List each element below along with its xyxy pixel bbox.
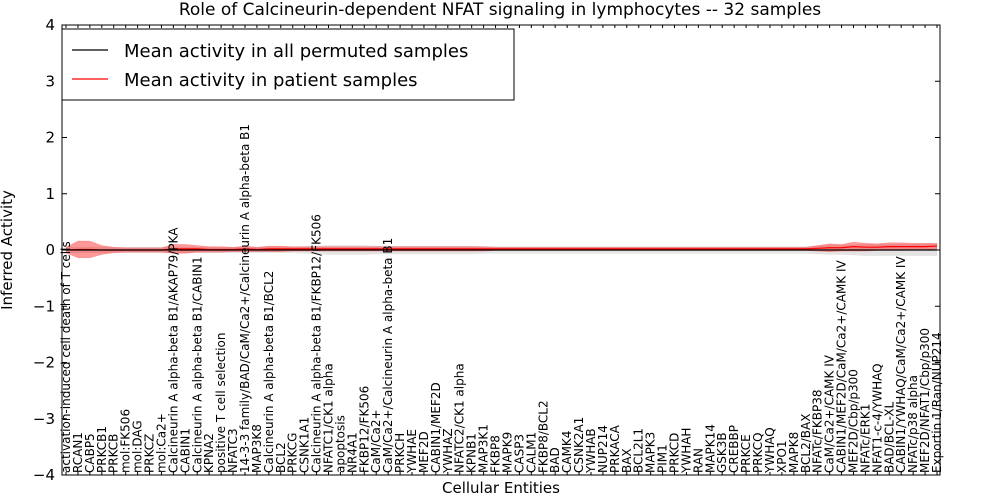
x-tick-label: CABIN1 xyxy=(178,428,192,473)
x-tick-label: CaM/Ca2+/Calcineurin A alpha-beta B1 xyxy=(381,238,395,473)
x-tick-label: YWHAB xyxy=(584,428,598,474)
x-tick-label: activation-induced cell death of T cells xyxy=(59,241,73,473)
x-tick-label: RCAN1 xyxy=(71,432,85,473)
x-tick-label: Exportin 1/Ran/NUP214 xyxy=(930,332,944,473)
x-tick-label: FKBP8 xyxy=(489,435,503,473)
x-tick-label: GSK3B xyxy=(715,432,729,473)
x-tick-label: PRKCD xyxy=(668,433,682,473)
x-tick-label: PRKCB1 xyxy=(95,426,109,473)
y-tick-label: −4 xyxy=(33,466,55,484)
x-tick-label: CASP3 xyxy=(512,434,526,473)
x-tick-label: MAP3K8 xyxy=(250,424,264,473)
y-tick-label: 3 xyxy=(45,72,55,90)
x-tick-label: CABIN1/MEF2D/CaM/Ca2+/CAMK IV xyxy=(835,259,849,473)
x-tick-label: BCL2L1 xyxy=(632,428,646,473)
legend: Mean activity in all permuted samples Me… xyxy=(61,28,515,101)
x-tick-label: BCL2/BAX xyxy=(799,414,813,473)
y-tick-label: −3 xyxy=(33,410,55,428)
x-tick-label: PRKACA xyxy=(608,424,622,473)
x-tick-label: KPNB1 xyxy=(465,433,479,473)
x-tick-label: BAX xyxy=(620,448,634,473)
x-tick-label: NUP214 xyxy=(596,425,610,473)
x-tick-label: PRKCQ xyxy=(751,432,765,473)
y-tick-label: 0 xyxy=(45,241,55,259)
y-tick-label: −1 xyxy=(33,297,55,315)
x-tick-label: MAPK3 xyxy=(644,432,658,473)
y-tick-label: 4 xyxy=(45,16,55,34)
x-tick-label: MAPK9 xyxy=(500,432,514,473)
x-tick-label: CABIN1/YWHAQ/CaM/Ca2+/CAMK IV xyxy=(894,256,908,473)
plot-area xyxy=(62,240,940,259)
x-tick-label: YWHAQ xyxy=(763,427,777,474)
x-axis-label: Cellular Entities xyxy=(442,479,560,497)
x-tick-label: MEF2D xyxy=(417,431,431,473)
x-tick-label: NFAT1-c-4/YWHAQ xyxy=(870,363,884,473)
x-tick-label: NFATc/p38 alpha xyxy=(906,375,920,473)
y-axis: −4 −3 −2 −1 0 1 2 3 4 xyxy=(33,16,940,484)
x-tick-label: Calcineurin A alpha-beta B1/AKAP79/PKA xyxy=(166,227,180,473)
x-tick-label: BAD/BCL-XL xyxy=(882,401,896,473)
x-tick-label: NR4A1 xyxy=(345,432,359,473)
x-tick-label: MEF2D/NFAT1/Cbp/p300 xyxy=(918,328,932,473)
legend-label-patient: Mean activity in patient samples xyxy=(124,70,418,91)
x-tick-label: Calcineurin A alpha-beta B1/CABIN1 xyxy=(190,256,204,473)
x-tick-label: PRKCH xyxy=(393,433,407,473)
x-tick-label: CAMK4 xyxy=(560,431,574,473)
x-tick-label: mol:Ca2+ xyxy=(154,413,168,473)
x-tick-label: PRKCE xyxy=(739,434,753,473)
y-axis-label: Inferred Activity xyxy=(0,190,16,310)
x-tick-label: mol:DAG xyxy=(131,420,145,473)
x-tick-label: PIM1 xyxy=(656,444,670,473)
x-tick-label: CABP5 xyxy=(83,433,97,473)
x-tick-label: YWHAH xyxy=(679,428,693,474)
x-tick-label: NFATC3 xyxy=(226,428,240,473)
x-tick-label: NFATc/ERK1 xyxy=(858,404,872,473)
x-tick-label: mol:FK506 xyxy=(119,409,133,473)
x-tick-label: PRKCG xyxy=(286,433,300,473)
x-tick-label: CABIN1/MEF2D xyxy=(429,382,443,473)
x-tick-label: 14-3-3 family/BAD/CaM/Ca2+/Calcineurin A… xyxy=(238,124,252,473)
x-tick-label: CaM/Ca2+ xyxy=(369,409,383,473)
x-tick-label: CALM1 xyxy=(524,432,538,473)
x-tick-label: CREBBP xyxy=(727,425,741,473)
x-tick-label: PRKCZ xyxy=(143,434,157,473)
x-tick-label: YWHAZ xyxy=(441,428,455,474)
x-tick-label: YWHAE xyxy=(405,429,419,474)
x-tick-label: Calcineurin A alpha-beta B1/BCL2 xyxy=(262,271,276,473)
y-tick-label: 1 xyxy=(45,185,55,203)
x-tick-label: KPNA2 xyxy=(202,433,216,473)
x-tick-label: CSNK1A1 xyxy=(298,417,312,473)
x-tick-label: MAPK14 xyxy=(703,424,717,473)
x-tick-label: MEF2D/Cbp/p300 xyxy=(846,369,860,473)
x-tick-label: BAD xyxy=(548,447,562,473)
x-tick-label: CaM/Ca2+/CAMK IV xyxy=(823,354,837,473)
x-tick-label: MAP3K1 xyxy=(477,424,491,473)
x-tick-label: Calcineurin A alpha-beta B1/FKBP12/FK506 xyxy=(310,214,324,473)
y-tick-label: 2 xyxy=(45,129,55,147)
x-tick-label: RAN xyxy=(691,448,705,473)
x-tick-label: NFATC1/CK1 alpha xyxy=(321,363,335,473)
x-tick-label: XPO1 xyxy=(775,440,789,473)
chart-title: Role of Calcineurin-dependent NFAT signa… xyxy=(179,0,821,20)
x-tick-label: FKBP12/FK506 xyxy=(357,386,371,473)
x-tick-label: NFATC2/CK1 alpha xyxy=(453,363,467,473)
x-axis: activation-induced cell death of T cells… xyxy=(59,25,944,475)
legend-box xyxy=(61,28,515,101)
x-tick-label: BCL2 xyxy=(274,442,288,473)
x-tick-label: CSNK2A1 xyxy=(572,417,586,473)
x-tick-label: NFATc/FKBP38 xyxy=(811,389,825,473)
legend-label-permuted: Mean activity in all permuted samples xyxy=(124,41,468,62)
x-tick-label: apoptosis xyxy=(333,415,347,473)
x-tick-label: MAPK8 xyxy=(787,432,801,473)
y-tick-label: −2 xyxy=(33,354,55,372)
x-tick-label: FKBP8/BCL2 xyxy=(536,400,550,473)
x-tick-label: PRKCB xyxy=(107,434,121,473)
x-tick-label: positive T cell selection xyxy=(214,333,228,473)
